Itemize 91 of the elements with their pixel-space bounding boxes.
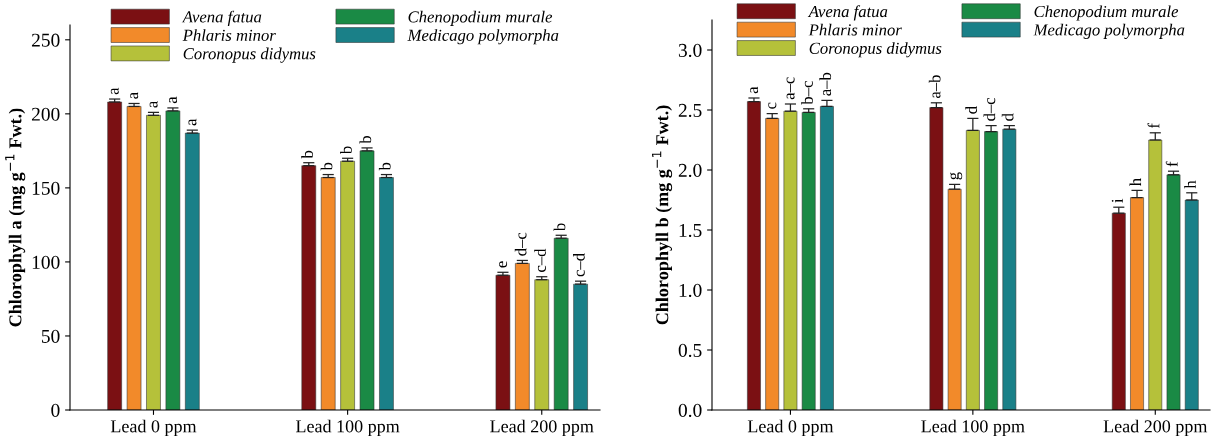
bar (1130, 197, 1144, 410)
data-label: d (965, 106, 978, 114)
legend-label: Phlaris minor (182, 29, 276, 41)
y-axis-title: Chlorophyll a (mg g$^{−1}$ Fwt.) (5, 108, 26, 327)
data-label: h (1184, 180, 1196, 189)
data-label: a (188, 118, 197, 126)
legend-label: Coronopus didymus (183, 47, 316, 63)
bar (1184, 199, 1199, 410)
y-tick-label: 200 (31, 107, 60, 121)
data-label: b (301, 150, 313, 159)
bar (1002, 128, 1017, 410)
data-label: a (149, 101, 158, 108)
y-tick-label: 100 (32, 255, 60, 269)
bar (929, 107, 944, 410)
data-label: a (750, 86, 759, 94)
bar (1148, 139, 1163, 410)
bar (340, 160, 355, 410)
bar (165, 110, 181, 410)
data-label: b–c (801, 81, 813, 105)
data-label: g (950, 172, 963, 180)
y-tick-label: 0.5 (678, 343, 702, 358)
bar (573, 283, 588, 410)
x-tick-label: Lead 0 ppm (747, 419, 834, 437)
y-tick-label: 250 (31, 33, 60, 47)
bar (495, 274, 511, 410)
bar (107, 101, 122, 410)
data-label: b (340, 146, 352, 155)
data-label: i (1111, 198, 1123, 203)
y-tick-label: 2.0 (678, 163, 702, 178)
data-label: a–b (928, 75, 941, 99)
data-label: c–d (534, 248, 546, 272)
bar (984, 131, 998, 410)
data-label: d (1001, 113, 1014, 121)
bar (747, 101, 761, 410)
data-label: f (1147, 123, 1160, 129)
data-label: d–c (514, 232, 527, 256)
data-label: b (359, 136, 372, 144)
legend-label: Coronopus didymus (809, 42, 942, 58)
data-label: e (499, 261, 508, 268)
data-label: b (378, 162, 391, 171)
bar (359, 150, 375, 410)
y-tick-label: 150 (32, 181, 60, 195)
data-label: a–c (786, 77, 795, 100)
bar (146, 115, 161, 410)
data-label: c (768, 102, 777, 109)
data-label: a (130, 92, 139, 99)
legend-label: Avena fatua (807, 5, 888, 21)
bar (1166, 174, 1181, 410)
y-axis-title: Chlorophyll b (mg g$^{−1}$ Fwt.) (652, 105, 673, 325)
data-label: a (169, 96, 178, 104)
bar (515, 263, 530, 410)
bar (1111, 212, 1126, 410)
bar (301, 165, 317, 410)
legend-label: Chenopodium murale (1034, 5, 1179, 21)
data-label: h (1129, 178, 1142, 187)
bar (534, 279, 550, 410)
y-tick-label: 1.0 (679, 283, 702, 298)
bar (947, 188, 962, 410)
bar (379, 177, 394, 410)
data-label: a (110, 87, 119, 95)
bar (765, 118, 780, 410)
data-label: c–d (573, 253, 585, 277)
bar (320, 177, 336, 410)
data-label: f (1165, 161, 1178, 167)
y-tick-label: 3.0 (678, 43, 702, 58)
x-tick-label: Lead 200 ppm (490, 419, 594, 437)
data-label: b (320, 162, 333, 171)
x-tick-label: Lead 100 ppm (921, 419, 1025, 437)
bar (783, 110, 798, 410)
bar (801, 112, 816, 410)
data-label: b (553, 223, 566, 232)
y-tick-label: 0 (51, 403, 60, 417)
y-tick-label: 0.0 (678, 403, 702, 418)
x-tick-label: Lead 0 ppm (110, 419, 197, 437)
y-tick-label: 2.5 (678, 103, 702, 118)
legend-label: Medicago polymorpha (1033, 23, 1185, 39)
data-label: d–c (983, 97, 996, 121)
data-label: a–b (819, 72, 832, 96)
legend-label: Phlaris minor (808, 23, 902, 36)
bar (126, 106, 142, 410)
y-tick-label: 50 (41, 329, 60, 343)
bar (820, 106, 834, 410)
x-tick-label: Lead 100 ppm (295, 419, 400, 437)
bar (553, 237, 569, 410)
legend-label: Chenopodium murale (408, 10, 553, 26)
x-tick-label: Lead 200 ppm (1103, 419, 1208, 437)
y-tick-label: 1.5 (679, 223, 702, 238)
bar (185, 132, 200, 410)
legend-label: Medicago polymorpha (407, 29, 559, 45)
legend-label: Avena fatua (181, 10, 262, 26)
bar (966, 130, 980, 410)
